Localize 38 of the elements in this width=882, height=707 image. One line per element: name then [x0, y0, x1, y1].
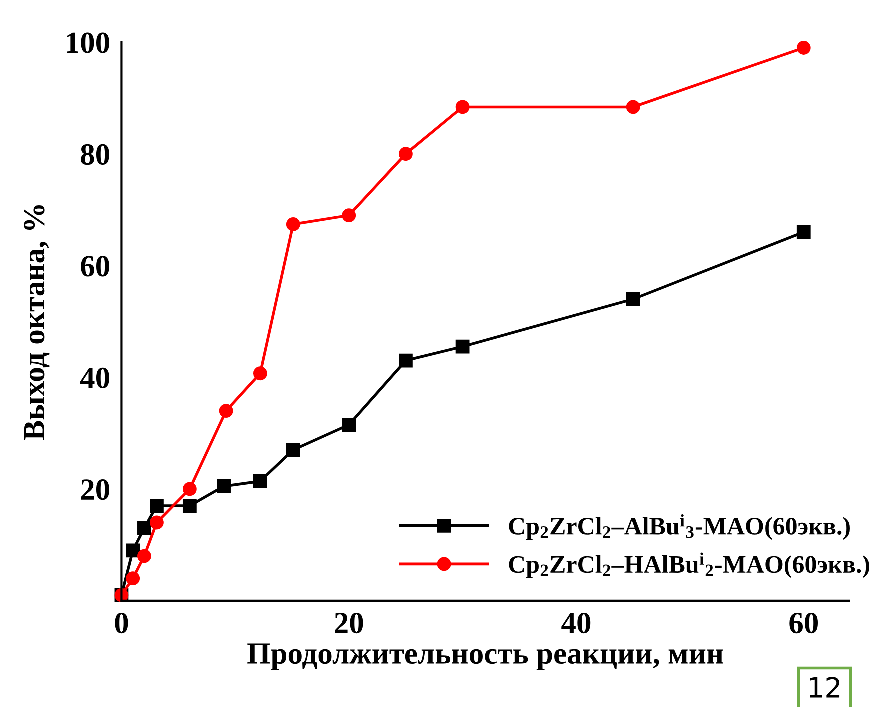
legend-label: Cp$_{2}$ZrCl$_{2}$–AlBu$^{i}$$_{3}$-MAO(60экв.): [509, 514, 850, 540]
point: [253, 474, 268, 488]
point: [219, 404, 234, 418]
y-tick-label: 60: [81, 256, 110, 277]
point: [182, 499, 197, 513]
point: [342, 418, 356, 432]
point: [342, 208, 356, 223]
point: [150, 499, 164, 513]
point: [286, 218, 300, 232]
point: [126, 572, 140, 586]
y-tick-label: 20: [81, 480, 110, 500]
point: [150, 516, 164, 530]
y-tick-label: 100: [67, 32, 110, 54]
point: [182, 482, 197, 496]
legend-label: Cp$_{2}$ZrCl$_{2}$–HAlBu$^{i}$$_{2}$-MAO(60экв.): [509, 552, 870, 578]
text: 12: [810, 677, 840, 698]
point: [626, 292, 640, 306]
point: [138, 549, 152, 564]
point: [796, 225, 811, 240]
point: [217, 480, 231, 494]
y-tick-label: 40: [80, 368, 110, 388]
point: [253, 366, 268, 381]
x-tick-label: 20: [335, 612, 364, 634]
x-tick-label: 40: [562, 612, 591, 634]
point: [399, 354, 413, 368]
point: [126, 544, 140, 558]
point: [456, 340, 470, 354]
point: [138, 521, 152, 536]
point: [626, 100, 640, 114]
y-axis-title: Выход октана, %: [24, 205, 50, 440]
point: [399, 147, 413, 162]
y-tick-label: 80: [81, 144, 110, 166]
point: [796, 41, 811, 55]
x-tick-label: 0: [115, 612, 128, 634]
x-tick-label: 60: [790, 612, 818, 634]
point: [456, 100, 470, 114]
point: [286, 443, 300, 458]
x-axis-title: Продолжительность реакции, мин: [248, 644, 724, 670]
